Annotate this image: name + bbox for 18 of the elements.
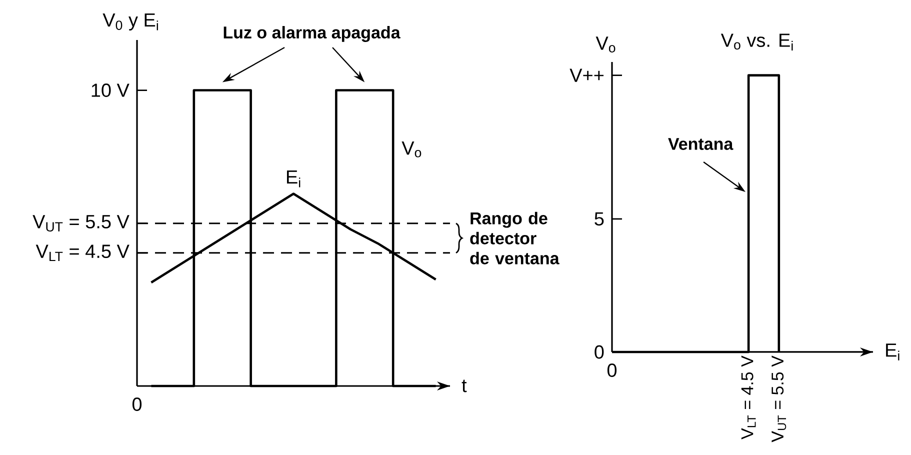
y-tick-label: 5 bbox=[594, 212, 604, 226]
text: Rango de detector de ventana bbox=[470, 212, 560, 264]
y-axis-title: V$_{0}$ y E$_{i}$ bbox=[102, 13, 158, 30]
y-tick-label: V$_{UT}$ = 5.5 V bbox=[32, 215, 130, 232]
series-label: E$_{i}$ bbox=[286, 170, 300, 188]
y-tick-label: V$_{LT}$ = 4.5 V bbox=[36, 244, 130, 262]
y-tick-label: 10 V bbox=[92, 84, 130, 97]
x-axis-title: E$_{i}$ bbox=[886, 344, 900, 360]
annotation: Ventana bbox=[668, 138, 734, 150]
y-tick-label: 0 bbox=[594, 345, 604, 359]
x-axis-title: t bbox=[462, 380, 467, 392]
chart-title: V$_{o}$ vs. E$_{i}$ bbox=[720, 34, 793, 50]
series-label: V$_{o}$ bbox=[402, 142, 422, 158]
text: 0 bbox=[132, 398, 142, 411]
y-tick-label: V++ bbox=[570, 68, 604, 82]
text: 0 bbox=[607, 364, 617, 377]
y-axis-title: V$_{o}$ bbox=[596, 36, 616, 52]
annotation: Luz o alarma apagada bbox=[224, 26, 400, 42]
